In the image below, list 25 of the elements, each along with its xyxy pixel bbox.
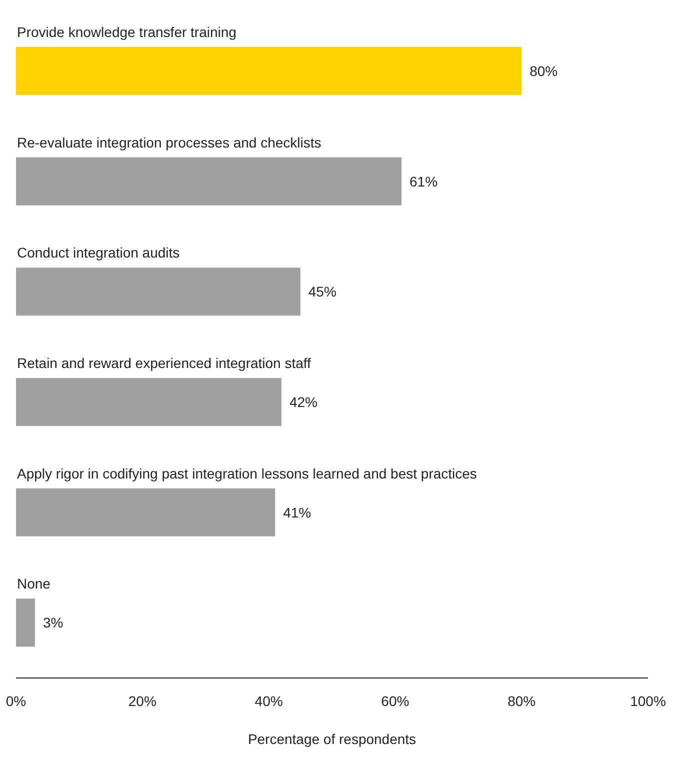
bar bbox=[16, 488, 276, 536]
data-label: 42% bbox=[289, 394, 318, 410]
y-tick-label: Provide knowledge transfer training bbox=[17, 24, 236, 40]
bar bbox=[16, 378, 282, 426]
data-label: 61% bbox=[410, 173, 438, 190]
bar bbox=[16, 47, 522, 95]
y-tick-label: Apply rigor in codifying past integration lessons learned and best practices bbox=[17, 465, 477, 482]
x-tick-label: 100% bbox=[630, 692, 666, 709]
bar bbox=[16, 157, 402, 206]
x-tick-label: 40% bbox=[254, 692, 283, 709]
x-axis-title: Percentage of respondents bbox=[248, 731, 416, 747]
y-tick-label: Retain and reward experienced integration staff bbox=[17, 355, 312, 371]
y-tick-label: Conduct integration audits bbox=[17, 244, 180, 261]
x-tick-label: 0% bbox=[6, 692, 26, 709]
data-label: 80% bbox=[530, 63, 558, 79]
x-tick-label: 20% bbox=[128, 692, 156, 709]
data-label: 41% bbox=[283, 504, 312, 520]
bar bbox=[16, 598, 35, 647]
x-tick-label: 60% bbox=[381, 692, 410, 709]
data-label: 3% bbox=[42, 614, 64, 631]
bar bbox=[16, 268, 300, 316]
data-label: 45% bbox=[308, 284, 336, 300]
y-tick-label: Re-evaluate integration processes and checklists bbox=[17, 134, 322, 150]
y-tick-label: None bbox=[17, 576, 51, 592]
x-tick-label: 80% bbox=[508, 692, 536, 709]
